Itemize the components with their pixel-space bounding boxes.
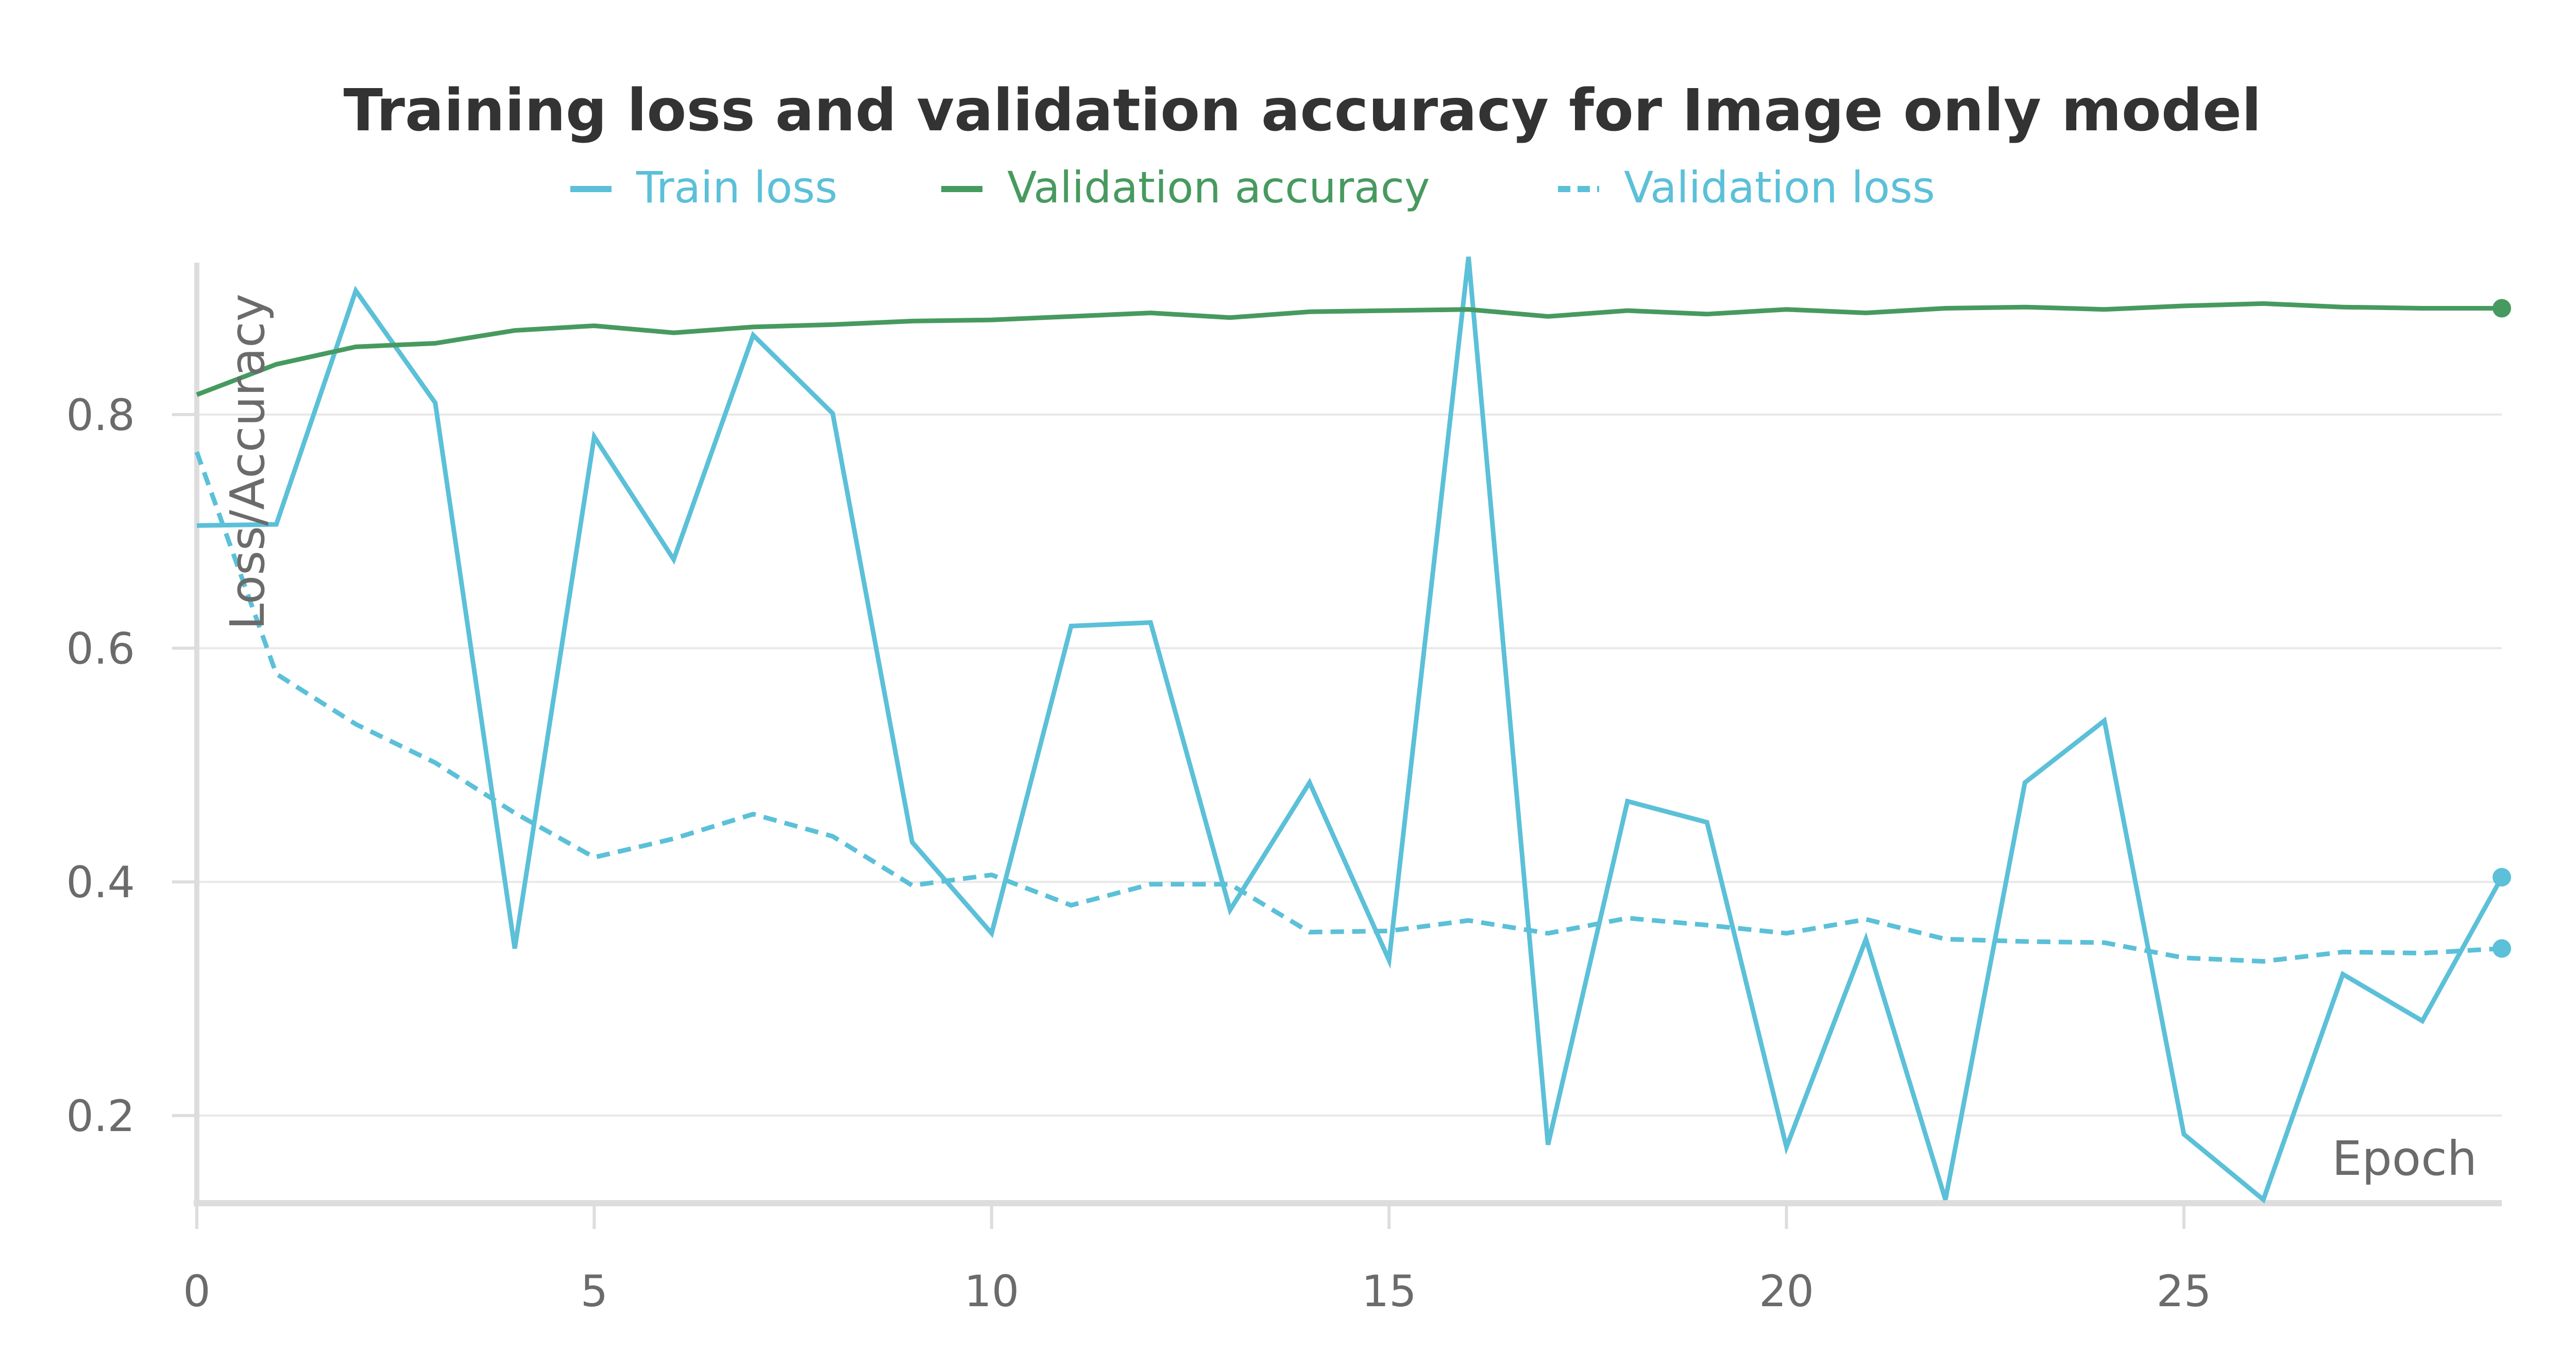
x-axis-title: Epoch [2332, 1131, 2477, 1186]
legend-label: Train loss [636, 162, 838, 213]
y-tick-label: 0.8 [66, 390, 135, 440]
x-tick-label: 10 [964, 1266, 1019, 1316]
series-end-point [2493, 939, 2511, 958]
x-tick-label: 0 [183, 1266, 210, 1316]
y-tick-label: 0.6 [66, 624, 135, 674]
series-end-point [2493, 868, 2511, 887]
series-lines [194, 256, 2511, 1204]
grid-lines [197, 413, 2502, 1117]
legend: Train loss Validation accuracy Validation … [570, 162, 1935, 213]
chart-title: Training loss and validation accuracy fo… [343, 77, 2262, 144]
x-tick-label: 20 [1759, 1266, 1814, 1316]
series-line-2 [194, 451, 2502, 964]
axes [172, 263, 2502, 1229]
y-tick-label: 0.2 [66, 1091, 135, 1141]
series-line-0 [196, 256, 2504, 1204]
x-tick-label: 5 [581, 1266, 608, 1316]
series-line-1 [196, 301, 2502, 397]
legend-label: Validation accuracy [1007, 162, 1430, 213]
series-end-point [2493, 299, 2511, 318]
x-tick-label: 15 [1362, 1266, 1417, 1316]
y-tick-label: 0.4 [66, 857, 135, 908]
x-tick-label: 25 [2156, 1266, 2211, 1316]
axis-labels: 0.2 0.4 0.6 0.8 0 5 10 15 20 25 Epoch Loss/Accuracy [66, 294, 2477, 1316]
legend-label: Validation loss [1624, 162, 1935, 213]
y-axis-title: Loss/Accuracy [220, 294, 275, 630]
